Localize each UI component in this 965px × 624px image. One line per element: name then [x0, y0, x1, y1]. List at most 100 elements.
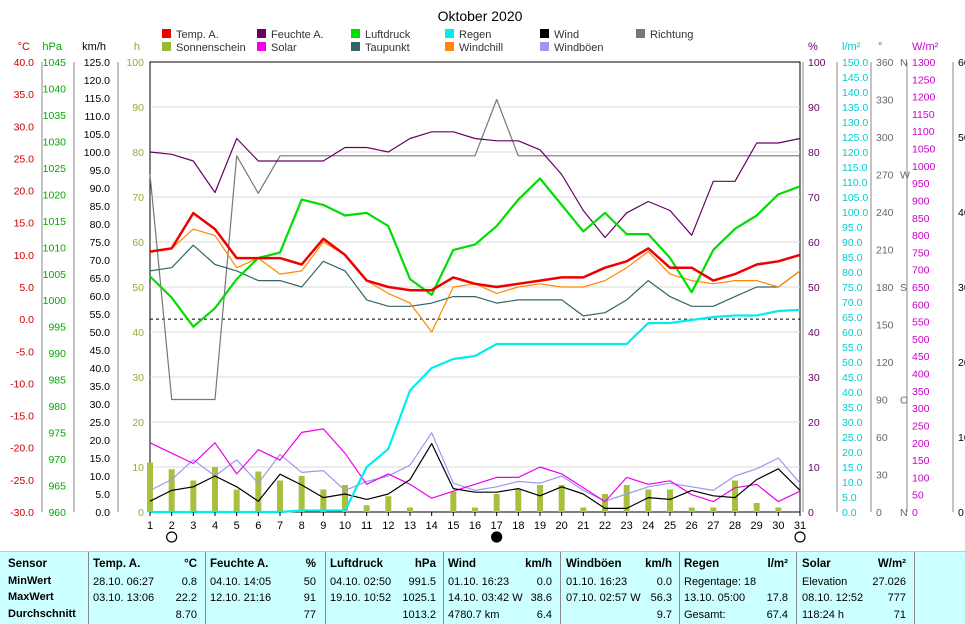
sunshine-bar: [450, 491, 457, 512]
axis-tick-label: 105.0: [84, 129, 110, 141]
axis-unit-label: h: [134, 41, 140, 53]
stats-temp-min: 0.8: [181, 576, 197, 588]
legend-swatch: [445, 42, 454, 51]
axis-tick-label: 30.0: [14, 121, 35, 133]
axis-tick-label: 15.0: [842, 462, 863, 474]
stats-temp-min-time: 28.10. 06:27: [93, 576, 155, 588]
x-tick-label: 22: [599, 520, 611, 532]
axis-tick-label: 40.0: [90, 363, 111, 375]
series-line-solar: [149, 428, 801, 503]
stats-divider: [325, 552, 326, 624]
stats-wind-min-time: 01.10. 16:23: [448, 576, 510, 588]
x-tick-label: 31: [794, 520, 806, 532]
legend-swatch: [257, 42, 266, 51]
axis-tick-label: 75.0: [90, 237, 111, 249]
sunshine-bar: [493, 494, 500, 512]
stats-divider: [205, 552, 206, 624]
sunshine-bar: [688, 507, 695, 512]
axis-tick-label: -25.0: [10, 475, 34, 487]
series-line-temp-a: [149, 211, 801, 292]
axis-tick-label: 15.0: [90, 453, 111, 465]
axis-tick-label: 330: [876, 95, 894, 107]
axis-tick-label: 450: [912, 351, 930, 363]
axis-tick-label: 120.0: [84, 75, 110, 87]
axis-tick-label: 80.0: [842, 267, 863, 279]
axis-tick-label: 350: [912, 386, 930, 398]
x-tick-label: 10: [339, 520, 351, 532]
axis-tick-label: 80: [132, 147, 144, 159]
axis-tick-label: 150: [876, 320, 894, 332]
stats-divider: [679, 552, 680, 624]
stats-wind-avg: 6.4: [536, 609, 552, 621]
axis-tick-label: 65.0: [90, 273, 111, 285]
axis-unit-label: °: [878, 41, 882, 53]
axis-tick-label: 0.0: [95, 507, 110, 519]
series-line-wind: [149, 443, 801, 509]
weather-chart: Oktober 2020 Temp. A.Sonnenschein Feuchte…: [10, 8, 965, 543]
series-line-richtung: [149, 98, 800, 401]
axis-tick-label: 80: [808, 147, 820, 159]
legend-swatch: [162, 29, 171, 38]
axis-tick-label: 40: [808, 327, 820, 339]
axis-tick-label: 65.0: [842, 312, 863, 324]
legend-label: Regen: [459, 29, 491, 41]
axis-tick-label: 110.0: [85, 111, 111, 123]
sunshine-bar: [558, 485, 565, 512]
series-line-taupunkt: [149, 244, 801, 317]
x-tick-label: 20: [556, 520, 568, 532]
stats-wind-max: 38.6: [530, 592, 552, 604]
legend-label: Solar: [271, 42, 297, 54]
axis-tick-label: 1000: [43, 295, 67, 307]
x-tick-label: 4: [212, 520, 218, 532]
axis-tick-label: 30: [876, 470, 888, 482]
x-tick-label: 28: [729, 520, 741, 532]
legend-label: Temp. A.: [176, 29, 219, 41]
axis-tick-label: 70.0: [90, 255, 111, 267]
axis-tick-label: 0: [138, 507, 144, 519]
x-tick-label: 9: [320, 520, 326, 532]
axis-tick-label: 0: [876, 507, 882, 519]
axis-tick-label: 35.0: [14, 89, 35, 101]
x-tick-label: 5: [234, 520, 240, 532]
series-line-feuchte-a: [149, 131, 801, 239]
axis-tick-label: 100.0: [842, 207, 868, 219]
axis-tick-label: 60: [808, 237, 820, 249]
x-tick-label: 27: [707, 520, 719, 532]
axis-tick-label: 985: [48, 375, 66, 387]
x-tick-label: 17: [491, 520, 503, 532]
axis-tick-label: 0: [912, 507, 918, 519]
stats-solar-column: Solar W/m² Elevation 27.026 08.10. 12:52…: [802, 552, 910, 624]
axis-unit-label: hPa: [42, 41, 62, 53]
axis-tick-label: 40.0: [842, 387, 863, 399]
sunshine-bar: [320, 489, 327, 512]
axis-tick-label: 25.0: [14, 153, 35, 165]
axis-tick-label: 950: [912, 178, 930, 190]
axis-tick-label: 100: [808, 57, 826, 69]
axis-tick-label: 995: [48, 322, 66, 334]
sunshine-bar: [537, 485, 543, 512]
stats-solar-unit: W/m²: [877, 558, 906, 570]
stats-solar-title: Solar: [802, 558, 831, 570]
axis-tick-label: 50: [132, 282, 144, 294]
x-tick-label: 11: [361, 520, 372, 532]
axis-tick-label: 970: [48, 454, 66, 466]
stats-divider: [914, 552, 915, 624]
axis-tick-label: 10.0: [14, 250, 35, 262]
stats-humidity-max: 91: [303, 592, 316, 604]
stats-rain-total-label: Gesamt:: [684, 609, 726, 621]
stats-row-avg-label: Durchschnitt: [8, 608, 76, 620]
stats-wind-unit: km/h: [525, 558, 552, 570]
stats-humidity-title: Feuchte A.: [210, 558, 269, 570]
sunshine-bar: [407, 507, 413, 512]
x-tick-label: 8: [299, 520, 305, 532]
legend-label: Richtung: [650, 29, 693, 41]
stats-wind-min: 0.0: [536, 576, 552, 588]
stats-humidity-max-time: 12.10. 21:16: [210, 592, 272, 604]
axis-tick-label: 130.0: [842, 117, 868, 129]
axis-tick-label: 5.0: [19, 282, 34, 294]
stats-divider: [796, 552, 797, 624]
axis-tick-label: -30.0: [10, 507, 34, 519]
stats-pressure-unit: hPa: [414, 558, 436, 570]
stats-humidity-column: Feuchte A. % 04.10. 14:05 50 12.10. 21:1…: [210, 552, 320, 624]
sunshine-bar: [298, 476, 305, 512]
